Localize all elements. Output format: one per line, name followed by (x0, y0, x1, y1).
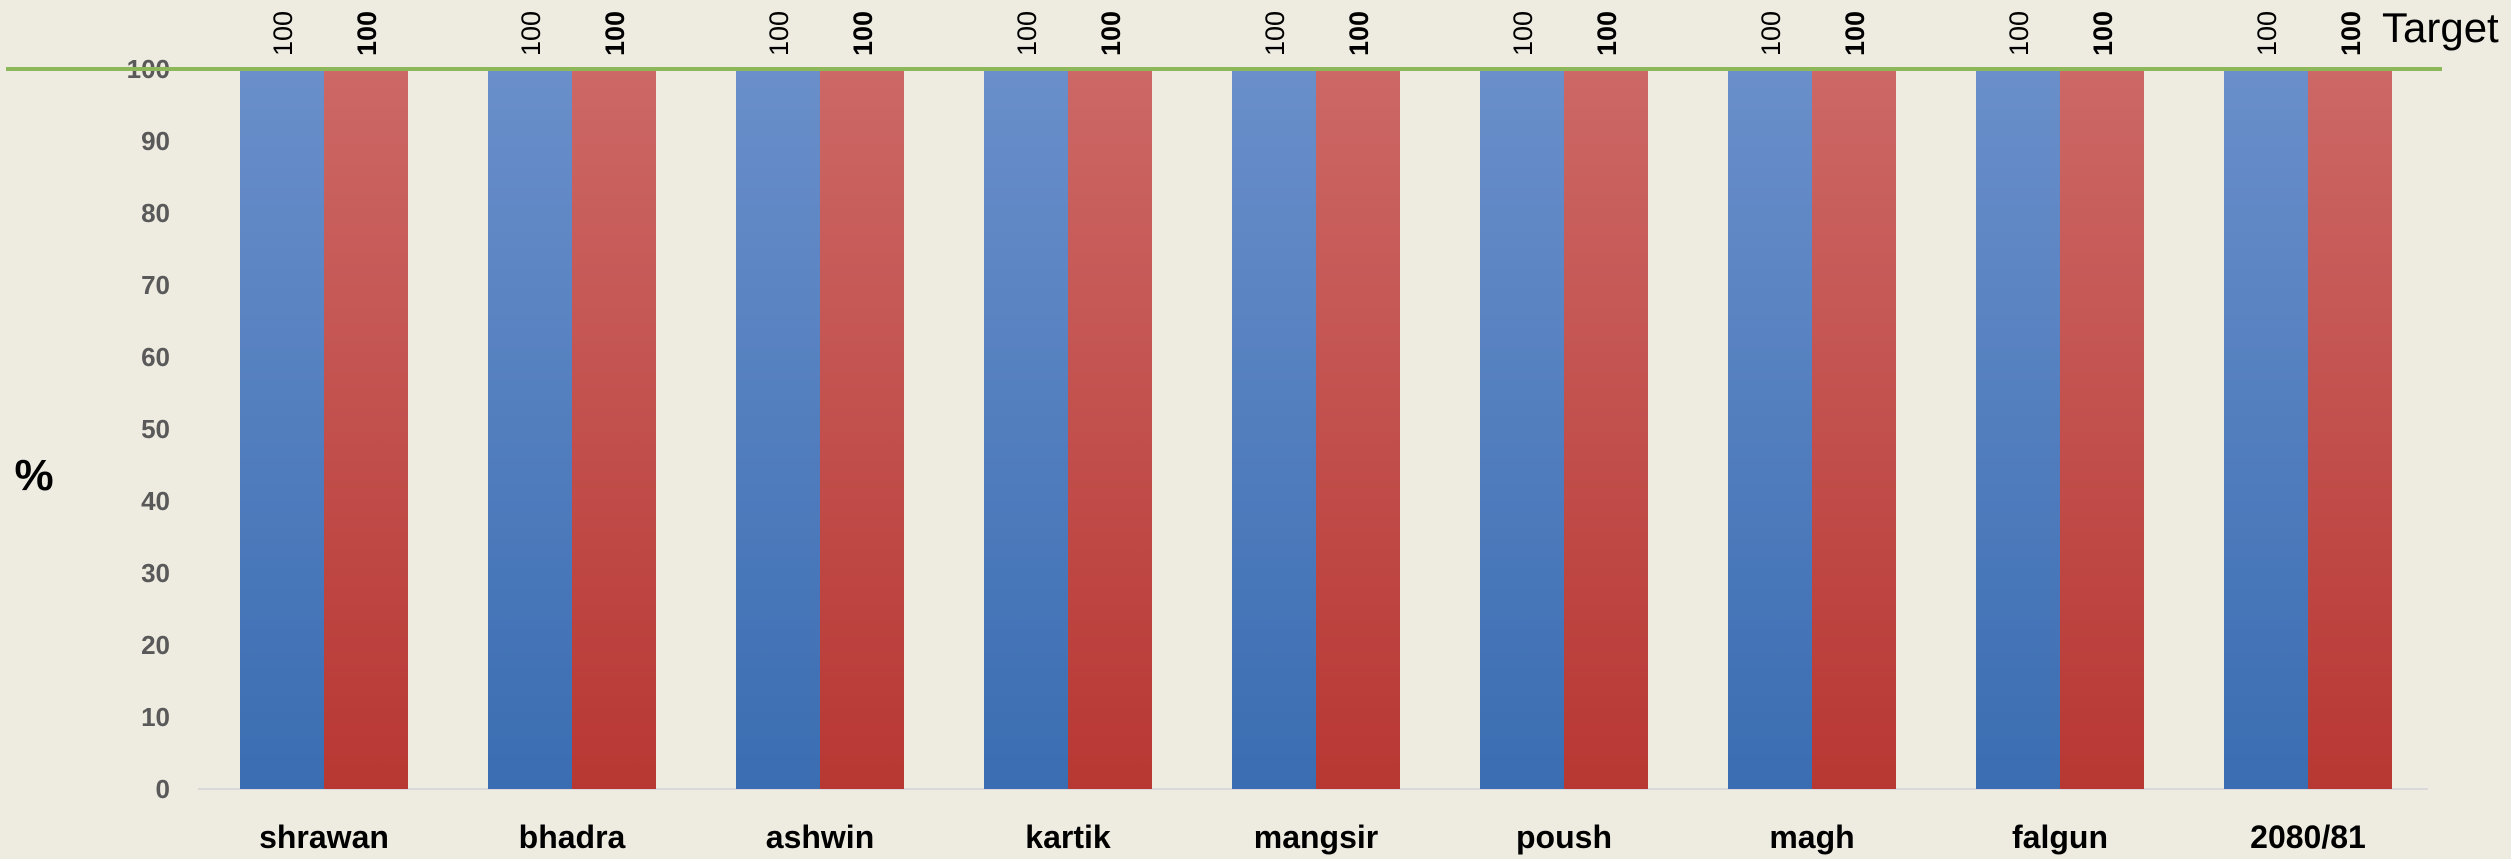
y-tick-label: 10 (141, 702, 170, 732)
bar-series-2 (2060, 69, 2144, 789)
data-label-series-1: 100 (268, 11, 298, 56)
bar-series-2 (1316, 69, 1400, 789)
bars-layer (240, 69, 2392, 789)
data-label-series-2: 100 (1096, 11, 1126, 56)
bar-series-2 (1068, 69, 1152, 789)
y-tick-label: 70 (141, 270, 170, 300)
data-label-series-1: 100 (1756, 11, 1786, 56)
bar-series-1 (2224, 69, 2308, 789)
x-category-label: poush (1516, 819, 1612, 855)
data-label-series-2: 100 (1592, 11, 1622, 56)
x-category-label: shrawan (259, 819, 389, 855)
x-category-label: 2080/81 (2250, 819, 2366, 855)
bar-series-1 (984, 69, 1068, 789)
data-label-series-1: 100 (1012, 11, 1042, 56)
data-label-series-1: 100 (516, 11, 546, 56)
y-tick-label: 30 (141, 558, 170, 588)
bar-series-2 (572, 69, 656, 789)
data-label-series-1: 100 (2252, 11, 2282, 56)
y-tick-label: 40 (141, 486, 170, 516)
data-label-series-2: 100 (352, 11, 382, 56)
data-label-series-1: 100 (1260, 11, 1290, 56)
data-label-series-1: 100 (1508, 11, 1538, 56)
x-category-label: kartik (1025, 819, 1111, 855)
bar-series-1 (1480, 69, 1564, 789)
x-category-label: ashwin (766, 819, 874, 855)
x-category-label: mangsir (1254, 819, 1378, 855)
bar-series-1 (1232, 69, 1316, 789)
y-tick-label: 0 (156, 774, 170, 804)
data-label-series-1: 100 (764, 11, 794, 56)
bar-series-2 (324, 69, 408, 789)
data-label-series-2: 100 (1840, 11, 1870, 56)
data-label-series-2: 100 (2088, 11, 2118, 56)
data-label-series-2: 100 (1344, 11, 1374, 56)
y-tick-label: 50 (141, 414, 170, 444)
x-category-label: bhadra (519, 819, 626, 855)
x-category-label: magh (1769, 819, 1854, 855)
bar-series-2 (820, 69, 904, 789)
y-tick-label: 90 (141, 126, 170, 156)
data-labels-layer: 100 100 100 100 100 100 100 100 100 100 100 100 100 1… (268, 11, 2366, 56)
y-tick-label: 80 (141, 198, 170, 228)
bar-series-1 (736, 69, 820, 789)
y-axis-label: % (14, 451, 53, 500)
data-label-series-2: 100 (2336, 11, 2366, 56)
bar-series-1 (1976, 69, 2060, 789)
x-category-label: falgun (2012, 819, 2108, 855)
data-label-series-1: 100 (2004, 11, 2034, 56)
target-layer: Target (6, 4, 2499, 71)
bar-series-2 (1564, 69, 1648, 789)
data-label-series-2: 100 (600, 11, 630, 56)
y-tick-label: 20 (141, 630, 170, 660)
bar-series-1 (1728, 69, 1812, 789)
data-label-series-2: 100 (848, 11, 878, 56)
bar-series-2 (2308, 69, 2392, 789)
target-label: Target (2382, 4, 2499, 51)
y-tick-label: 60 (141, 342, 170, 372)
bar-series-1 (240, 69, 324, 789)
bar-series-1 (488, 69, 572, 789)
bar-series-2 (1812, 69, 1896, 789)
